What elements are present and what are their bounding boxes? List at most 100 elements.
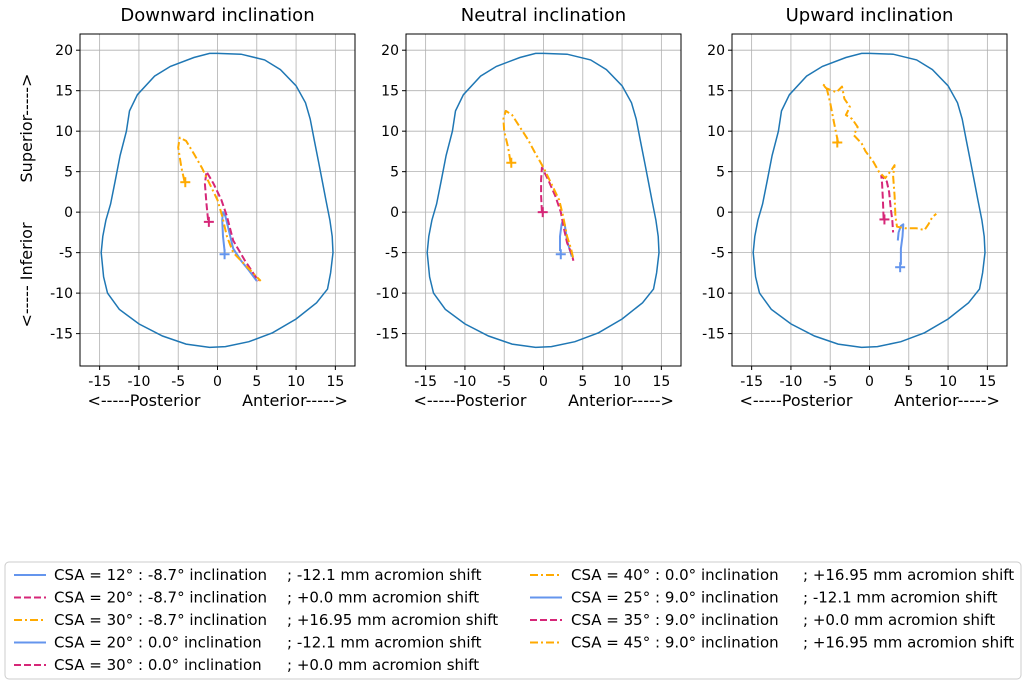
legend-label: CSA = 12° : -8.7° inclination: [54, 566, 267, 584]
legend-box: [4, 561, 1022, 680]
x-tick-label: -5: [171, 374, 185, 390]
legend-shift: ; -12.1 mm acromion shift: [803, 589, 998, 607]
legend-shift: ; -12.1 mm acromion shift: [287, 634, 482, 652]
panel-3: -15 -10 -5 0 5 10 15 20 15 10 5 0 -5 -10 -15 Upward inc…: [702, 5, 1008, 410]
start-marker: [203, 216, 214, 227]
legend-shift: ; +16.95 mm acromion shift: [803, 566, 1014, 584]
legend-shift: ; +16.95 mm acromion shift: [287, 611, 498, 629]
series-line-2: [540, 166, 575, 261]
y-tick-label: 15: [707, 84, 725, 100]
legend-entry: CSA = 12° : -8.7° inclination ; -12.1 mm …: [14, 566, 482, 584]
y-tick-label: -15: [50, 327, 73, 343]
panel-title: Upward inclination: [786, 5, 954, 26]
start-marker: [537, 207, 548, 218]
legend-shift: ; -12.1 mm acromion shift: [287, 566, 482, 584]
ylabel-inferior: <----- Inferior: [17, 222, 36, 328]
legend-label: CSA = 30° : -8.7° inclination: [54, 611, 267, 629]
start-marker: [879, 214, 890, 225]
head-outline: [426, 52, 660, 349]
x-tick-label: 10: [613, 374, 631, 390]
legend-entry: CSA = 45° : 9.0° inclination ; +16.95 mm …: [530, 634, 1014, 652]
start-marker: [832, 137, 843, 148]
y-tick-label: -10: [702, 286, 725, 302]
legend-shift: ; +0.0 mm acromion shift: [287, 589, 479, 607]
legend-label: CSA = 40° : 0.0° inclination: [571, 566, 779, 584]
x-tick-label: 5: [578, 374, 587, 390]
x-tick-label: 15: [652, 374, 670, 390]
y-tick-label: -5: [59, 246, 73, 262]
legend-entry: CSA = 20° : -8.7° inclination ; +0.0 mm a…: [14, 589, 479, 607]
panels: -15 -10 -5 0 5 10 15 20 15 10 5 0 -5 -10 -15 Downward i…: [50, 5, 1008, 410]
y-tick-label: 10: [381, 124, 399, 140]
xlabel-posterior: <-----Posterior: [414, 391, 527, 410]
legend-label: CSA = 35° : 9.0° inclination: [571, 611, 779, 629]
xlabel-anterior: Anterior----->: [894, 391, 1000, 410]
panel-2: -15 -10 -5 0 5 10 15 20 15 10 5 0 -5 -10 -15 Neutral in…: [376, 5, 682, 410]
legend-label: CSA = 45° : 9.0° inclination: [571, 634, 779, 652]
x-tick-label: -5: [823, 374, 837, 390]
series-line-2: [203, 170, 260, 282]
legend-label: CSA = 30° : 0.0° inclination: [54, 656, 262, 674]
y-tick-label: -5: [385, 246, 399, 262]
series-line-3: [177, 136, 262, 282]
x-tick-label: -5: [497, 374, 511, 390]
legend-entry: CSA = 30° : -8.7° inclination ; +16.95 mm…: [14, 611, 498, 629]
y-tick-label: 5: [64, 165, 73, 181]
x-tick-label: 10: [287, 374, 305, 390]
y-tick-label: 0: [64, 205, 73, 221]
ylabel-superior: Superior----->: [17, 74, 36, 183]
legend-label: CSA = 20° : 0.0° inclination: [54, 634, 262, 652]
x-tick-label: -10: [127, 374, 150, 390]
y-tick-label: 20: [55, 43, 73, 59]
x-tick-label: 5: [904, 374, 913, 390]
y-tick-label: 10: [707, 124, 725, 140]
panel-title: Downward inclination: [120, 5, 314, 26]
x-tick-label: -15: [414, 374, 437, 390]
legend-shift: ; +0.0 mm acromion shift: [803, 611, 995, 629]
start-marker: [895, 262, 906, 273]
legend: CSA = 12° : -8.7° inclination ; -12.1 mm …: [4, 561, 1022, 680]
x-tick-label: 15: [326, 374, 344, 390]
y-tick-label: -10: [376, 286, 399, 302]
series-line-3: [502, 109, 575, 260]
y-tick-label: 20: [381, 43, 399, 59]
y-tick-label: 0: [390, 205, 399, 221]
legend-entry: CSA = 25° : 9.0° inclination ; -12.1 mm a…: [530, 589, 998, 607]
series-line-1: [896, 223, 905, 265]
y-tick-label: -10: [50, 286, 73, 302]
y-tick-label: 15: [381, 84, 399, 100]
legend-shift: ; +16.95 mm acromion shift: [803, 634, 1014, 652]
head-outline: [752, 52, 986, 349]
y-tick-label: -15: [702, 327, 725, 343]
legend-label: CSA = 20° : -8.7° inclination: [54, 589, 267, 607]
y-tick-label: 0: [716, 205, 725, 221]
legend-entry: CSA = 30° : 0.0° inclination ; +0.0 mm ac…: [14, 656, 479, 674]
y-tick-label: 5: [716, 165, 725, 181]
x-tick-label: -15: [740, 374, 763, 390]
x-tick-label: -15: [88, 374, 111, 390]
x-tick-label: 5: [252, 374, 261, 390]
x-tick-label: -10: [779, 374, 802, 390]
legend-entry: CSA = 20° : 0.0° inclination ; -12.1 mm a…: [14, 634, 482, 652]
start-marker: [219, 249, 230, 260]
panel-1: -15 -10 -5 0 5 10 15 20 15 10 5 0 -5 -10 -15 Downward i…: [50, 5, 356, 410]
x-tick-label: 0: [865, 374, 874, 390]
panel-title: Neutral inclination: [461, 5, 626, 26]
start-marker: [555, 249, 566, 260]
x-tick-label: -10: [453, 374, 476, 390]
series-line-2: [880, 174, 895, 233]
legend-entry: CSA = 35° : 9.0° inclination ; +0.0 mm ac…: [530, 611, 995, 629]
start-marker: [506, 157, 517, 168]
x-tick-label: 10: [939, 374, 957, 390]
y-tick-label: 10: [55, 124, 73, 140]
xlabel-anterior: Anterior----->: [242, 391, 348, 410]
series-line-1: [221, 211, 258, 282]
head-outline: [100, 52, 334, 349]
legend-entry: CSA = 40° : 0.0° inclination ; +16.95 mm …: [530, 566, 1014, 584]
y-tick-label: 20: [707, 43, 725, 59]
xlabel-anterior: Anterior----->: [568, 391, 674, 410]
x-tick-label: 0: [539, 374, 548, 390]
legend-label: CSA = 25° : 9.0° inclination: [571, 589, 779, 607]
xlabel-posterior: <-----Posterior: [740, 391, 853, 410]
